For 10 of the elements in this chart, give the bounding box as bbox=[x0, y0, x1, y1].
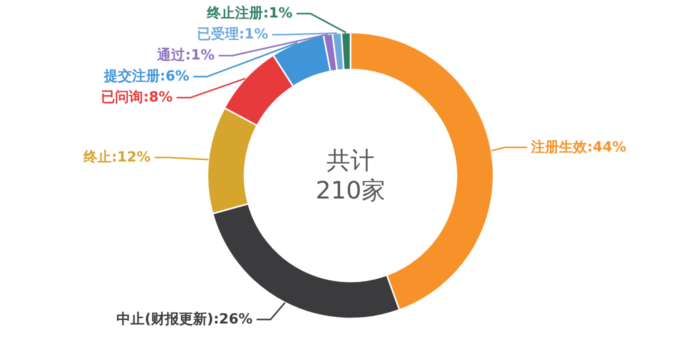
slice-label: 注册生效:44% bbox=[530, 138, 626, 156]
text: 210家 bbox=[316, 176, 386, 204]
slice-label: 已受理:1% bbox=[196, 26, 268, 43]
text: 共计 bbox=[326, 146, 374, 174]
slice-label: 通过:1% bbox=[156, 46, 215, 64]
slice-label: 中止(财报更新):26% bbox=[116, 310, 253, 328]
slice-label: 终止注册:1% bbox=[206, 4, 293, 22]
slice-label: 已问询:8% bbox=[101, 90, 173, 106]
slice-label: 提交注册:6% bbox=[102, 68, 190, 85]
slice-label: 终止:12% bbox=[82, 150, 151, 166]
